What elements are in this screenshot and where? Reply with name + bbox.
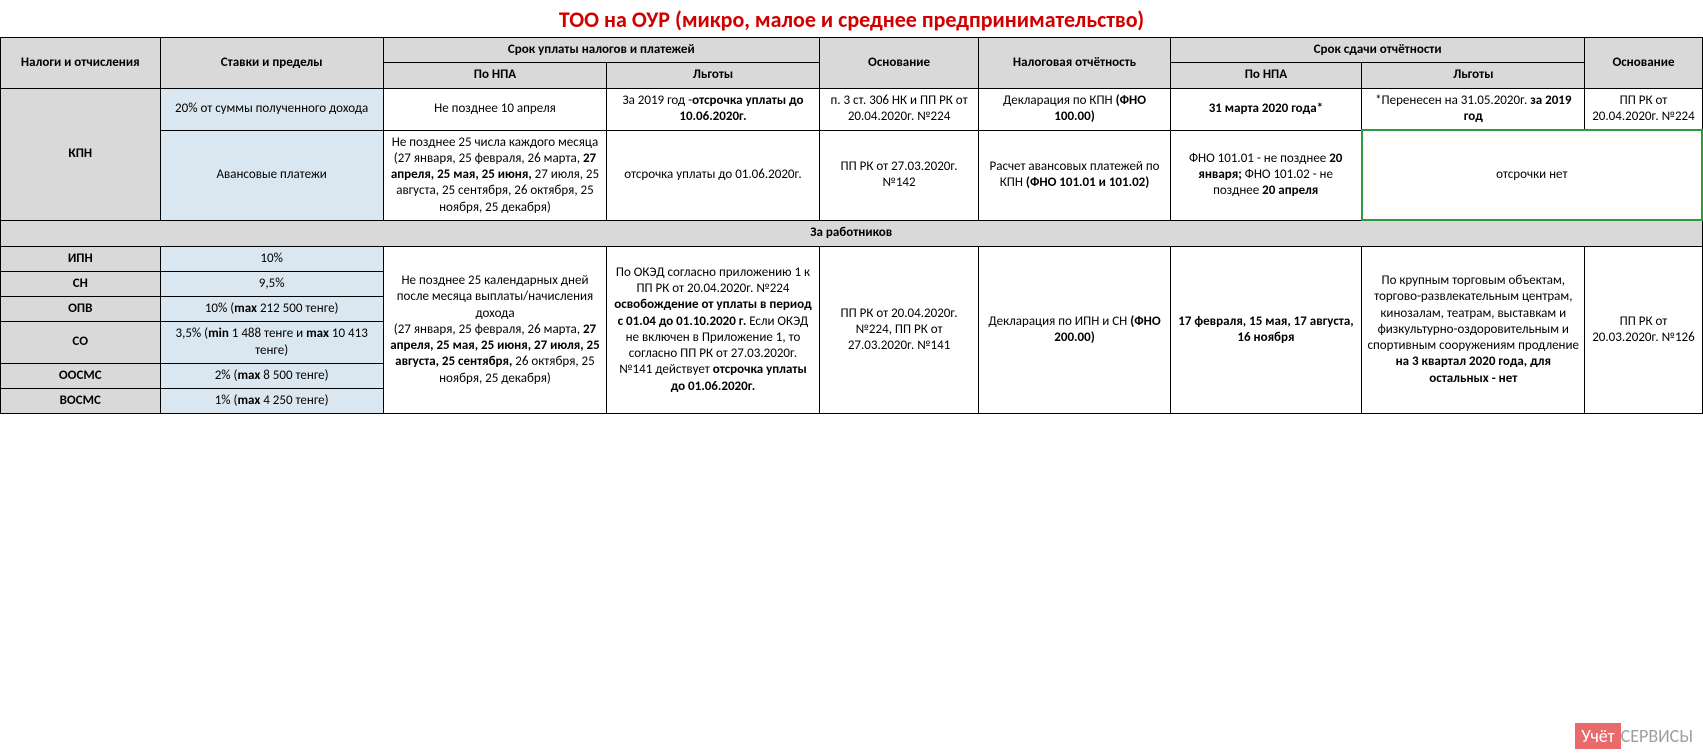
opv-rate-2: 212 500 тенге) bbox=[257, 301, 338, 316]
kpn-r1-benefit-prefix: За 2019 год - bbox=[622, 93, 692, 108]
oosms-name: ООСМС bbox=[1, 363, 161, 388]
kpn-r1-benefit-bold: отсрочка уплаты до 10.06.2020г. bbox=[679, 93, 803, 124]
page-title: ТОО на ОУР (микро, малое и среднее предп… bbox=[0, 0, 1703, 37]
kpn-r2-npa-file: ФНО 101.01 - не позднее 20 января; ФНО 1… bbox=[1170, 130, 1361, 220]
kpn-r2-report-bold: (ФНО 101.01 и 101.02) bbox=[1026, 175, 1149, 190]
hdr-file-deadline: Срок сдачи отчётности bbox=[1170, 38, 1585, 63]
vosms-name: ВОСМС bbox=[1, 389, 161, 414]
opv-rate: 10% (max 212 500 тенге) bbox=[160, 297, 383, 322]
kpn-r2-report: Расчет авансовых платежей по КПН (ФНО 10… bbox=[979, 130, 1170, 220]
opv-rate-1: 10% ( bbox=[205, 301, 234, 316]
vosms-rate-b: max bbox=[237, 393, 260, 408]
workers-npa-pay-1: Не позднее 25 календарных дней после мес… bbox=[397, 273, 594, 321]
hdr-file-npa: По НПА bbox=[1170, 63, 1361, 88]
oosms-rate-2: 8 500 тенге) bbox=[260, 368, 328, 383]
section-workers-header: За работников bbox=[1, 220, 1703, 246]
kpn-r1-benefit-file: *Перенесен на 31.05.2020г. за 2019 год bbox=[1362, 88, 1585, 130]
vosms-rate-1: 1% ( bbox=[215, 393, 238, 408]
workers-npa-file: 17 февраля, 15 мая, 17 августа, 16 ноябр… bbox=[1170, 246, 1361, 414]
hdr-pay-npa: По НПА bbox=[383, 63, 606, 88]
sn-rate: 9,5% bbox=[160, 271, 383, 296]
workers-basis: ПП РК от 20.04.2020г. №224, ПП РК от 27.… bbox=[819, 246, 979, 414]
hdr-pay-benefit: Льготы bbox=[607, 63, 820, 88]
kpn-r1-report-prefix: Декларация по КПН bbox=[1003, 93, 1116, 108]
kpn-r2-npa-file-b2: 20 апреля bbox=[1262, 183, 1318, 198]
watermark-2: СЕРВИСЫ bbox=[1621, 725, 1693, 747]
vosms-rate: 1% (max 4 250 тенге) bbox=[160, 389, 383, 414]
so-rate: 3,5% (min 1 488 тенге и max 10 413 тенге… bbox=[160, 322, 383, 364]
workers-benefit: По ОКЭД согласно приложению 1 к ПП РК от… bbox=[607, 246, 820, 414]
kpn-r1-report: Декларация по КПН (ФНО 100.00) bbox=[979, 88, 1170, 130]
kpn-r1-npa-file-text: 31 марта 2020 года* bbox=[1209, 101, 1323, 116]
so-rate-b1: min bbox=[208, 326, 229, 341]
workers-npa-file-text: 17 февраля, 15 мая, 17 августа, 16 ноябр… bbox=[1178, 314, 1353, 345]
kpn-r2-basis: ПП РК от 27.03.2020г. №142 bbox=[819, 130, 979, 220]
hdr-basis2: Основание bbox=[1585, 38, 1702, 89]
oosms-rate: 2% (max 8 500 тенге) bbox=[160, 363, 383, 388]
kpn-name: КПН bbox=[1, 88, 161, 220]
kpn-r2-npa-file-1: ФНО 101.01 - не позднее bbox=[1189, 151, 1329, 166]
so-rate-1: 3,5% ( bbox=[176, 326, 209, 341]
vosms-rate-2: 4 250 тенге) bbox=[260, 393, 328, 408]
kpn-r2-benefit: отсрочка уплаты до 01.06.2020г. bbox=[607, 130, 820, 220]
main-table: Налоги и отчисления Ставки и пределы Сро… bbox=[0, 37, 1703, 414]
hdr-rates: Ставки и пределы bbox=[160, 38, 383, 89]
kpn-r1-benefit-file-prefix: *Перенесен на 31.05.2020г. bbox=[1375, 93, 1530, 108]
workers-npa-pay: Не позднее 25 календарных дней после мес… bbox=[383, 246, 606, 414]
kpn-r1-basis: п. 3 ст. 306 НК и ПП РК от 20.04.2020г. … bbox=[819, 88, 979, 130]
opv-rate-b: max bbox=[234, 301, 257, 316]
kpn-r1-npa-pay: Не позднее 10 апреля bbox=[383, 88, 606, 130]
ipn-rate: 10% bbox=[160, 246, 383, 271]
workers-benefit-file-b: на 3 квартал 2020 года, для остальных - … bbox=[1396, 354, 1551, 385]
sn-name: СН bbox=[1, 271, 161, 296]
workers-basis-file: ПП РК от 20.03.2020г. №126 bbox=[1585, 246, 1702, 414]
hdr-file-benefit: Льготы bbox=[1362, 63, 1585, 88]
hdr-pay-deadline: Срок уплаты налогов и платежей bbox=[383, 38, 819, 63]
oosms-rate-1: 2% ( bbox=[215, 368, 238, 383]
workers-benefit-1: По ОКЭД согласно приложению 1 к ПП РК от… bbox=[616, 265, 810, 296]
so-rate-2: 1 488 тенге и bbox=[229, 326, 306, 341]
workers-benefit-file: По крупным торговым объектам, торгово-ра… bbox=[1362, 246, 1585, 414]
watermark-1: Учёт bbox=[1575, 723, 1620, 749]
kpn-r2-benefit-file: отсрочки нет bbox=[1362, 130, 1702, 220]
hdr-report: Налоговая отчётность bbox=[979, 38, 1170, 89]
watermark: УчётСЕРВИСЫ bbox=[1575, 725, 1693, 747]
workers-benefit-file-1: По крупным торговым объектам, торгово-ра… bbox=[1368, 273, 1579, 353]
kpn-r2-npa-pay: Не позднее 25 числа каждого месяца (27 я… bbox=[383, 130, 606, 220]
hdr-basis: Основание bbox=[819, 38, 979, 89]
workers-report-1: Декларация по ИПН и СН bbox=[988, 314, 1130, 329]
kpn-r1-benefit: За 2019 год -отсрочка уплаты до 10.06.20… bbox=[607, 88, 820, 130]
kpn-r1-basis-file: ПП РК от 20.04.2020г. №224 bbox=[1585, 88, 1702, 130]
workers-npa-pay-2: (27 января, 25 февраля, 26 марта, bbox=[394, 322, 583, 337]
kpn-r1-npa-file: 31 марта 2020 года* bbox=[1170, 88, 1361, 130]
kpn-r2-npa-pay-1: Не позднее 25 числа каждого месяца (27 я… bbox=[392, 135, 598, 166]
oosms-rate-b: max bbox=[237, 368, 260, 383]
hdr-taxes: Налоги и отчисления bbox=[1, 38, 161, 89]
so-rate-b2: max bbox=[306, 326, 329, 341]
so-name: СО bbox=[1, 322, 161, 364]
workers-report: Декларация по ИПН и СН (ФНО 200.00) bbox=[979, 246, 1170, 414]
opv-name: ОПВ bbox=[1, 297, 161, 322]
kpn-r1-rate: 20% от суммы полученного дохода bbox=[160, 88, 383, 130]
ipn-name: ИПН bbox=[1, 246, 161, 271]
kpn-r2-rate: Авансовые платежи bbox=[160, 130, 383, 220]
